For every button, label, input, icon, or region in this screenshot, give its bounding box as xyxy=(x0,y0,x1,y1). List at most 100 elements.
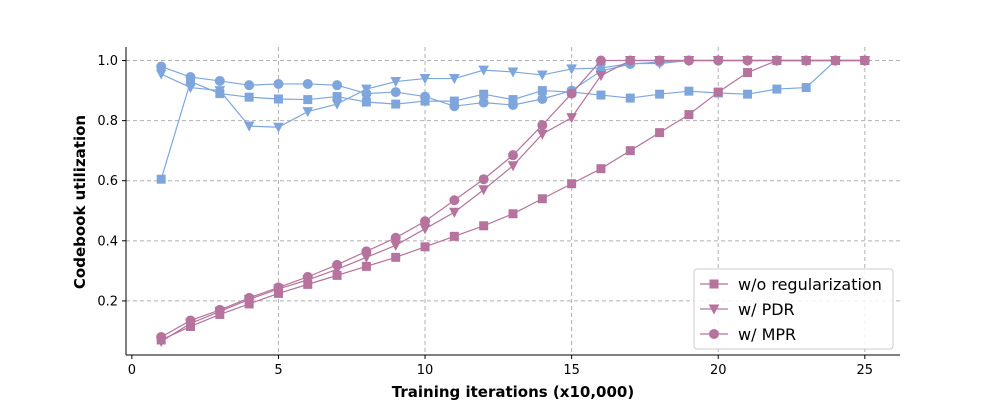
data-point xyxy=(684,86,694,96)
data-point xyxy=(214,75,225,86)
data-point xyxy=(185,83,196,94)
data-point xyxy=(684,110,694,120)
data-point xyxy=(273,282,284,293)
data-point xyxy=(156,61,167,72)
data-point xyxy=(332,259,343,270)
data-point xyxy=(391,252,401,262)
data-point xyxy=(772,84,782,94)
x-tick-label: 25 xyxy=(857,363,874,378)
data-point xyxy=(390,77,402,88)
data-point xyxy=(654,55,665,66)
data-point xyxy=(801,83,811,93)
data-point xyxy=(420,91,431,102)
legend-marker xyxy=(709,329,719,339)
x-tick-label: 5 xyxy=(274,363,282,378)
axes-layer xyxy=(125,47,900,356)
data-point xyxy=(595,71,607,82)
data-point xyxy=(567,179,577,189)
y-tick-label: 0.2 xyxy=(97,294,118,309)
data-point xyxy=(214,304,225,315)
legend: w/o regularization w/ PDR w/ MPR xyxy=(693,268,894,350)
data-point xyxy=(537,194,547,204)
data-point xyxy=(449,74,460,85)
legend-label: w/ PDR xyxy=(738,300,795,319)
legend-item: w/o regularization xyxy=(700,275,882,294)
data-point xyxy=(156,174,166,184)
y-tick-label: 0.6 xyxy=(97,174,118,189)
data-point xyxy=(303,95,313,105)
data-point xyxy=(859,55,870,66)
data-point xyxy=(302,271,313,282)
legend-items: w/o regularization w/ PDR w/ MPR xyxy=(700,275,882,344)
data-point xyxy=(361,261,371,271)
data-point xyxy=(332,92,342,102)
data-point xyxy=(625,93,635,103)
data-point xyxy=(302,107,314,118)
y-tick-label: 0.4 xyxy=(97,234,118,249)
data-point xyxy=(537,93,548,104)
data-point xyxy=(361,88,372,99)
data-point xyxy=(537,120,548,131)
data-point xyxy=(566,88,577,99)
data-point xyxy=(478,185,490,196)
data-point xyxy=(595,55,606,66)
data-point xyxy=(449,207,460,218)
x-tick-label: 0 xyxy=(128,363,136,378)
data-point xyxy=(478,97,489,108)
data-point xyxy=(361,97,371,107)
series-pink-circle xyxy=(156,55,870,342)
data-point xyxy=(273,122,284,133)
ticks-layer: 0 5 10 15 20 25 0.2 0.4 0.6 0.8 1.0 xyxy=(97,54,873,378)
data-point xyxy=(331,99,343,110)
legend-item: w/ MPR xyxy=(700,325,796,344)
data-point xyxy=(390,232,401,243)
data-point xyxy=(507,67,519,78)
data-point xyxy=(243,121,255,132)
data-point xyxy=(214,86,226,97)
data-point xyxy=(479,89,489,99)
y-tick-label: 0.8 xyxy=(97,114,118,129)
data-point xyxy=(742,55,753,66)
data-point xyxy=(273,94,283,104)
data-point xyxy=(596,164,606,174)
data-point xyxy=(507,161,519,172)
data-point xyxy=(244,292,255,303)
x-tick-label: 15 xyxy=(563,363,580,378)
legend-label: w/ MPR xyxy=(738,325,796,344)
y-axis-label: Codebook utilization xyxy=(71,115,89,289)
data-point xyxy=(625,55,636,66)
data-point xyxy=(332,80,343,91)
legend-box xyxy=(693,268,894,350)
data-point xyxy=(655,128,665,138)
data-point xyxy=(302,78,313,89)
data-point xyxy=(361,246,372,257)
data-point xyxy=(625,146,635,156)
data-point xyxy=(536,70,548,81)
data-point xyxy=(478,65,490,76)
legend-marker xyxy=(708,304,720,315)
y-tick-label: 1.0 xyxy=(97,54,118,69)
data-point xyxy=(420,216,431,227)
data-point xyxy=(508,209,518,219)
data-point xyxy=(449,101,460,112)
series-layer xyxy=(155,55,871,348)
data-point xyxy=(508,150,518,161)
data-point xyxy=(655,89,665,99)
data-point xyxy=(743,68,753,78)
data-point xyxy=(508,99,518,110)
data-point xyxy=(185,72,196,83)
data-point xyxy=(479,221,489,231)
data-point xyxy=(596,90,606,100)
data-point xyxy=(273,78,284,89)
data-point xyxy=(244,92,254,102)
data-point xyxy=(244,80,255,91)
x-tick-label: 20 xyxy=(710,363,727,378)
data-point xyxy=(537,86,547,96)
data-point xyxy=(449,195,460,206)
legend-item: w/ PDR xyxy=(700,300,795,319)
data-point xyxy=(478,174,489,185)
x-axis-label: Training iterations (x10,000) xyxy=(392,383,634,400)
data-point xyxy=(801,55,812,66)
